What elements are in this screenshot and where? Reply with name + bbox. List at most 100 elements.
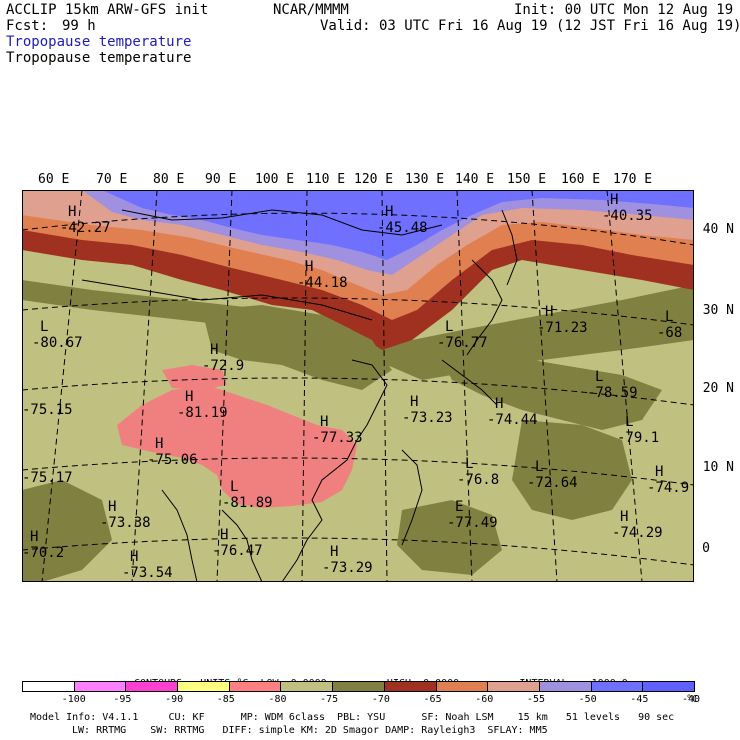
extremum-value: -40.35 xyxy=(602,208,653,224)
colorbar-swatch xyxy=(642,681,695,692)
extremum-mark: H xyxy=(185,389,193,405)
extremum-value: -42.27 xyxy=(60,220,111,236)
extremum-value: -76.8 xyxy=(457,472,499,488)
colorbar-swatch xyxy=(228,681,282,692)
extremum-value: -81.19 xyxy=(177,405,228,421)
extremum-mark: H xyxy=(385,204,393,220)
patch-dark-olive-3 xyxy=(512,420,632,520)
band-dark-olive xyxy=(22,280,694,380)
colorbar-label: -55 xyxy=(526,694,545,705)
colorbar-unit: °C xyxy=(686,694,699,705)
extremum-mark: H xyxy=(620,509,628,525)
colorbar-swatch xyxy=(280,681,334,692)
longitude-label: 160 E xyxy=(561,172,601,187)
extremum-value: -77.49 xyxy=(447,515,498,531)
extremum-value: -78.59 xyxy=(587,385,638,401)
model-title: ACCLIP 15km ARW-GFS init xyxy=(6,2,209,18)
extremum-value: -79.1 xyxy=(617,430,659,446)
extremum-mark: H xyxy=(655,464,663,480)
extremum-mark: H xyxy=(610,192,618,208)
extremum-value: -44.18 xyxy=(297,275,348,291)
extrema-annotations: H-42.27H-45.48H-40.35H-44.18L-80.67 H-72.… xyxy=(22,192,689,581)
tropopause-temperature-map: H-42.27H-45.48H-40.35H-44.18L-80.67 H-72.… xyxy=(22,190,694,582)
extremum-value: -75.17 xyxy=(22,470,73,486)
longitude-label: 170 E xyxy=(613,172,653,187)
longitude-label: 130 E xyxy=(405,172,445,187)
extremum-mark: H xyxy=(68,204,76,220)
source-label: NCAR/MMMM xyxy=(273,2,349,18)
band-blue xyxy=(102,190,694,260)
colorbar-swatch xyxy=(22,681,75,692)
forecast-hours: 99 h xyxy=(62,18,96,34)
colorbar-swatch xyxy=(383,681,437,692)
extremum-value: -77.33 xyxy=(312,430,363,446)
field-title-2: Tropopause temperature xyxy=(6,50,192,66)
extremum-value: -74.44 xyxy=(487,412,538,428)
latitude-label: 30 N xyxy=(702,303,734,318)
colorbar-label: -65 xyxy=(423,694,442,705)
map-frame xyxy=(22,190,694,582)
longitude-label: 120 E xyxy=(354,172,394,187)
extremum-value: -70.2 xyxy=(22,545,64,561)
colorbar-swatch xyxy=(435,681,489,692)
extremum-mark: H xyxy=(210,342,218,358)
extremum-mark: H xyxy=(108,499,116,515)
colorbar-label: -40 xyxy=(682,694,701,705)
extremum-mark: H xyxy=(305,259,313,275)
extremum-value: -71.23 xyxy=(537,320,588,336)
extremum-value: -81.89 xyxy=(222,495,273,511)
extremum-value: -75.06 xyxy=(147,452,198,468)
extremum-mark: L xyxy=(230,479,238,495)
extremum-mark: H xyxy=(320,414,328,430)
colorbar-label: -100 xyxy=(61,694,86,705)
extremum-value: -73.38 xyxy=(100,515,151,531)
colorbar-label: -80 xyxy=(268,694,287,705)
model-info-line1: Model Info: V4.1.1 CU: KF MP: WDM 6class… xyxy=(30,712,675,723)
longitude-label: 110 E xyxy=(306,172,346,187)
field-title-1: Tropopause temperature xyxy=(6,34,192,50)
extremum-mark: H xyxy=(155,436,163,452)
extremum-value: -75.15 xyxy=(22,402,73,418)
colorbar-swatch xyxy=(590,681,644,692)
extremum-value: -74.29 xyxy=(612,525,663,541)
longitude-label: 150 E xyxy=(507,172,547,187)
patch-dark-olive-1 xyxy=(202,305,392,390)
colorbar-label: -90 xyxy=(165,694,184,705)
valid-time: Valid: 03 UTC Fri 16 Aug 19 (12 JST Fri … xyxy=(320,18,740,34)
colorbar-swatch xyxy=(125,681,179,692)
patch-dark-olive-2 xyxy=(442,355,662,430)
init-time: Init: 00 UTC Mon 12 Aug 19 xyxy=(514,2,734,18)
colorbar-label: -85 xyxy=(216,694,235,705)
extremum-mark: H xyxy=(130,549,138,565)
extremum-mark: H xyxy=(30,529,38,545)
extremum-mark: H xyxy=(495,396,503,412)
patch-dark-olive-4 xyxy=(22,480,112,582)
colorbar-swatch xyxy=(538,681,592,692)
extremum-value: -80.67 xyxy=(32,335,83,351)
colorbar-label: -50 xyxy=(578,694,597,705)
patch-dark-olive-5 xyxy=(397,500,502,575)
extremum-mark: L xyxy=(40,319,48,335)
longitude-label: 100 E xyxy=(255,172,295,187)
extremum-mark: H xyxy=(330,544,338,560)
longitude-label: 70 E xyxy=(96,172,128,187)
forecast-label: Fcst: xyxy=(6,18,49,34)
extremum-mark: H xyxy=(220,527,228,543)
extremum-mark: H xyxy=(410,394,418,410)
extremum-mark: L xyxy=(625,414,633,430)
longitude-label: 140 E xyxy=(455,172,495,187)
extremum-mark: E xyxy=(455,499,463,515)
longitude-label: 90 E xyxy=(205,172,237,187)
latitude-label: 10 N xyxy=(702,460,734,475)
cold-region-pink xyxy=(117,385,357,508)
extremum-mark: L xyxy=(595,369,603,385)
extremum-mark: L xyxy=(465,456,473,472)
colorbar-label: -45 xyxy=(630,694,649,705)
extremum-value: -73.23 xyxy=(402,410,453,426)
extremum-value: -76.77 xyxy=(437,335,488,351)
longitude-label: 80 E xyxy=(153,172,185,187)
extremum-value: -72.9 xyxy=(202,358,244,374)
extremum-mark: L xyxy=(665,309,673,325)
extremum-mark: H xyxy=(545,304,553,320)
latitude-label: 20 N xyxy=(702,381,734,396)
